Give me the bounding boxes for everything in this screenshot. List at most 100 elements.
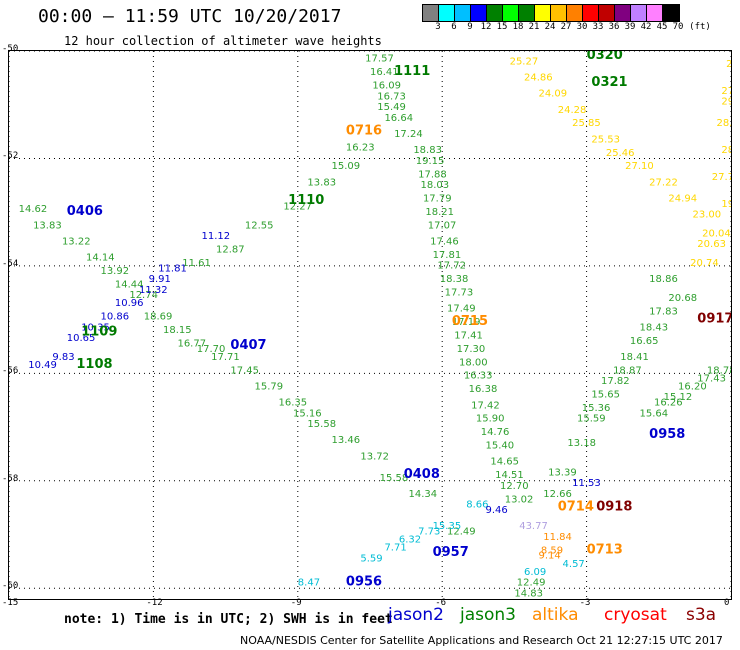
wave-height-value: 14.44 [115,279,144,290]
y-tick-label: -60 [2,581,19,592]
wave-height-value: 17.41 [454,330,483,341]
legend-tick-label: 9 [467,22,473,32]
legend-color-swatch [583,5,599,21]
wave-height-value: 17.30 [457,344,486,355]
wave-height-value: 13.83 [307,177,336,188]
wave-height-value: 28.01 [721,145,731,156]
wave-height-value: 23.00 [692,210,721,221]
wave-height-value: 7.71 [384,543,406,554]
wave-height-value: 8.66 [466,500,488,511]
wave-height-value: 15.49 [377,102,406,113]
wave-height-value: 13.02 [505,494,534,505]
satellite-name: jason2 [388,605,444,625]
legend-tick-label: 18 [512,22,524,32]
wave-height-value: 28.27 [717,118,731,129]
y-tick-label: -50 [2,44,19,54]
x-tick-label: -9 [290,598,302,608]
pass-time-label: 0406 [67,204,103,219]
wave-height-value: 17.49 [447,304,476,315]
legend-tick-label: 70 [672,22,684,32]
wave-height-value: 6.32 [399,535,421,546]
legend-tick-label: 30 [576,22,588,32]
wave-height-value: 13.92 [100,266,129,277]
wave-height-value: 27.10 [625,161,654,172]
legend-color-swatch [599,5,615,21]
legend-color-swatch [535,5,551,21]
pass-time-label: 0320 [587,51,623,63]
wave-height-value: 17.07 [428,220,457,231]
wave-height-value: 15.35 [433,521,462,532]
legend-color-swatch [663,5,679,21]
legend-color-swatch [487,5,503,21]
wave-height-value: 12.66 [543,489,572,500]
wave-height-value: 6.09 [524,567,546,578]
wave-height-value: 10.35 [81,322,110,333]
legend-tick-label: 15 [496,22,508,32]
wave-height-value: 17.73 [445,287,474,298]
wave-height-value: 24.28 [558,105,587,116]
wave-height-value: 13.22 [62,236,91,247]
pass-time-label: 0956 [346,575,382,590]
pass-time-label: 0715 [452,314,488,329]
pass-time-label: 0957 [433,545,469,560]
legend-color-swatch [647,5,663,21]
wave-height-value: 12.49 [447,527,476,538]
wave-height-value: 13.18 [567,438,596,449]
wave-height-value: 17.88 [418,169,447,180]
legend-tick-label: 27 [560,22,572,32]
wave-height-value: 17.83 [649,306,678,317]
x-axis-labels: -15 -12 -9 -6 -3 0 [0,598,740,612]
wave-height-value: 18.03 [421,180,450,191]
wave-height-value: 17.82 [601,376,630,387]
pass-time-label: 0713 [587,542,623,557]
wave-height-value: 18.38 [440,274,469,285]
wave-height-value: 15.40 [486,441,515,452]
wave-height-value: 18.83 [413,145,442,156]
wave-height-value: 5.59 [360,553,382,564]
wave-height-value: 13.83 [33,220,62,231]
wave-height-value: 16.09 [372,81,401,92]
legend-tick-label: (ft) [689,22,711,32]
wave-height-value: 10.96 [115,298,144,309]
wave-height-value: 10.65 [67,333,96,344]
wave-height-value: 17.70 [197,344,226,355]
wave-height-value: 15.64 [640,408,669,419]
wave-height-value: 16.73 [377,91,406,102]
pass-time-label: 1108 [76,357,112,372]
wave-height-value: 16.23 [346,142,375,153]
y-tick-label: -56 [2,366,19,377]
wave-height-value: 25.53 [591,134,620,145]
wave-height-value: 16.41 [370,67,399,78]
wave-height-value: 14.65 [490,457,519,468]
wave-height-value: 19.15 [416,156,445,167]
wave-height-value: 18.87 [613,365,642,376]
wave-height-value: 14.62 [19,204,48,215]
wave-height-value: 16.33 [464,371,493,382]
wave-height-value: 43.77 [519,521,548,532]
color-legend [422,4,680,22]
wave-height-value: 4.57 [563,559,585,570]
page-subtitle: 12 hour collection of altimeter wave hei… [64,34,382,48]
wave-height-value: 13.46 [331,435,360,446]
wave-height-value: 16.26 [654,398,683,409]
satellite-name: altika [532,605,579,625]
pass-time-label: 0917 [697,311,731,326]
wave-height-value: 15.12 [664,392,693,403]
page-title: 00:00 – 11:59 UTC 10/20/2017 [38,6,342,27]
wave-height-value: 14.76 [481,427,510,438]
wave-height-value: 11.84 [543,532,572,543]
satellite-name: jason3 [460,605,516,625]
wave-height-value: 17.79 [423,193,452,204]
satellite-name: cryosat [604,605,667,625]
wave-height-value: 18.41 [620,352,649,363]
wave-height-value: 17.42 [471,400,500,411]
wave-height-value: 15.79 [254,381,283,392]
wave-height-value: 25.7 [726,59,731,70]
map-plot: 17.57 16.41 16.09 16.73 15.49 16.64 17.24 16.23… [8,48,740,600]
x-tick-label: 0 [724,598,730,608]
legend-color-swatch [439,5,455,21]
wave-height-value: 16.77 [177,338,206,349]
wave-height-value: 15.09 [331,161,360,172]
wave-height-value: 17.24 [394,129,423,140]
legend-color-swatch [567,5,583,21]
